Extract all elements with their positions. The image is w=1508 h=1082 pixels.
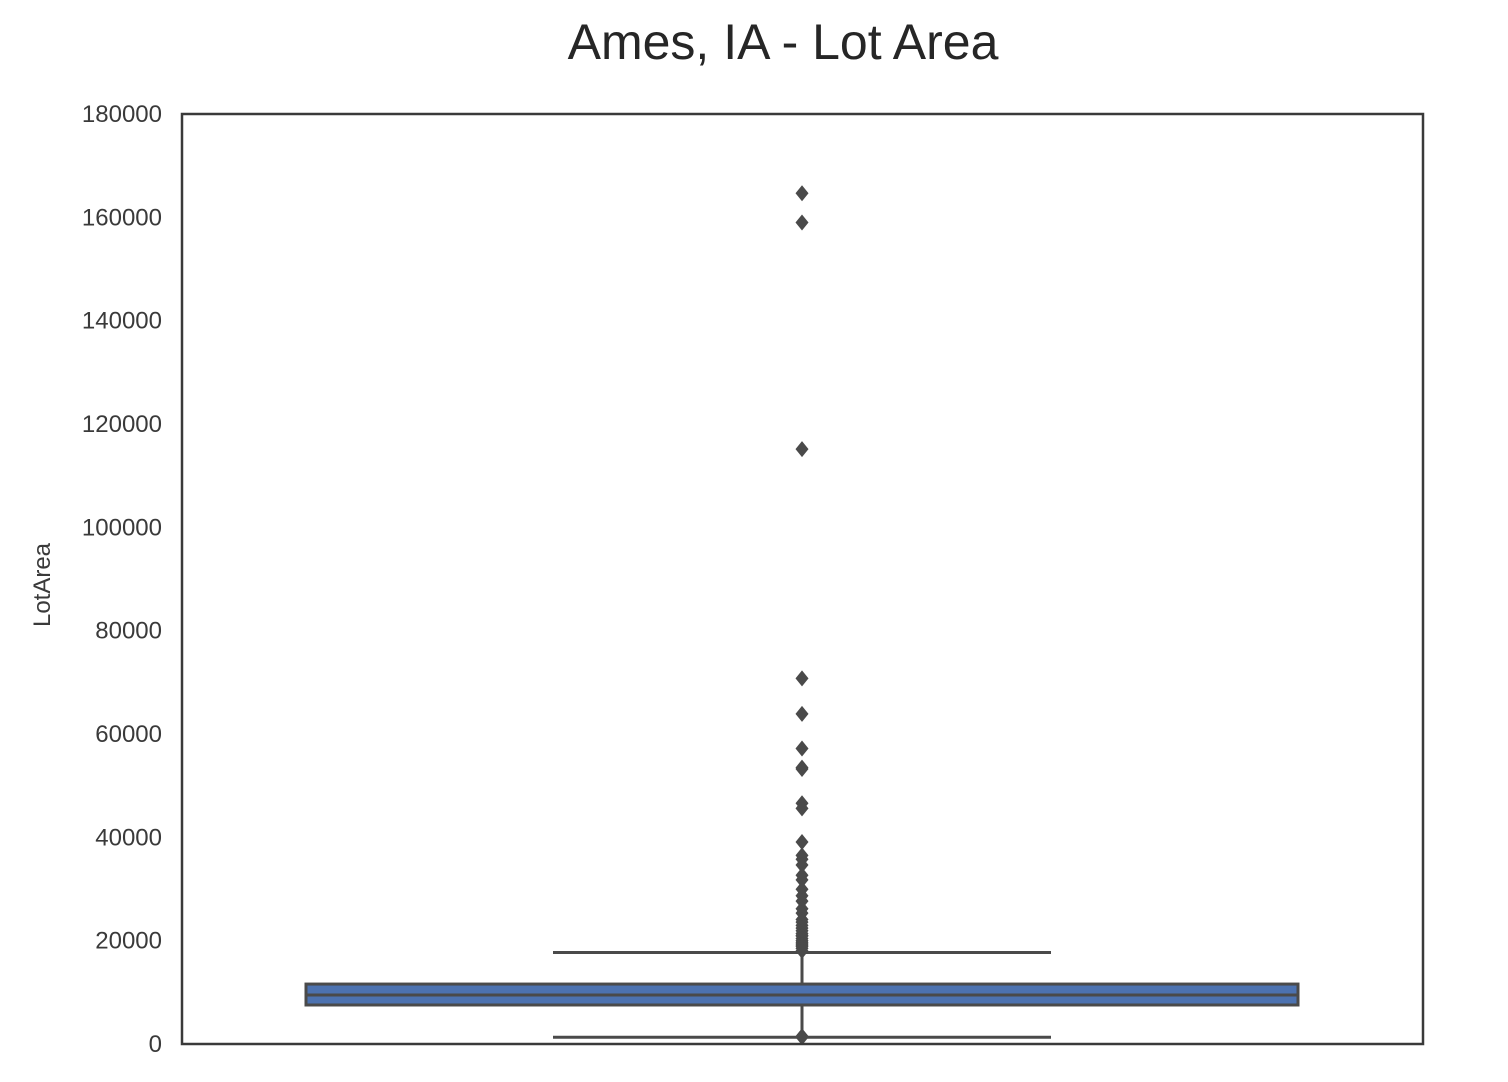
- outlier-point: [795, 871, 809, 888]
- outlier-point: [795, 942, 809, 959]
- outlier-point: [795, 670, 809, 687]
- y-tick-label: 100000: [82, 514, 162, 541]
- y-tick-label: 120000: [82, 411, 162, 438]
- outlier-point: [795, 441, 809, 458]
- outlier-point: [795, 740, 809, 757]
- y-tick-label: 20000: [95, 928, 162, 955]
- y-tick-label: 80000: [95, 618, 162, 645]
- outlier-point: [795, 856, 809, 873]
- y-tick-label: 40000: [95, 824, 162, 851]
- y-tick-label: 180000: [82, 101, 162, 128]
- y-tick-label: 140000: [82, 308, 162, 335]
- y-axis-label: LotArea: [29, 542, 56, 627]
- outlier-point: [795, 705, 809, 722]
- plot-area: [304, 185, 1300, 1046]
- outlier-point: [795, 1029, 809, 1046]
- outlier-point: [795, 185, 809, 202]
- chart-title: Ames, IA - Lot Area: [568, 14, 999, 70]
- y-tick-label: 0: [149, 1031, 162, 1058]
- y-tick-label: 60000: [95, 721, 162, 748]
- y-axis-ticks: 0 20000 40000 60000 80000 100000 120000 140000 1…: [82, 101, 162, 1058]
- outlier-point: [795, 833, 809, 850]
- plot-frame: [180, 112, 1425, 1046]
- outlier-point: [795, 800, 809, 817]
- outlier-point: [795, 214, 809, 231]
- outlier-point: [795, 760, 809, 777]
- y-tick-label: 160000: [82, 204, 162, 231]
